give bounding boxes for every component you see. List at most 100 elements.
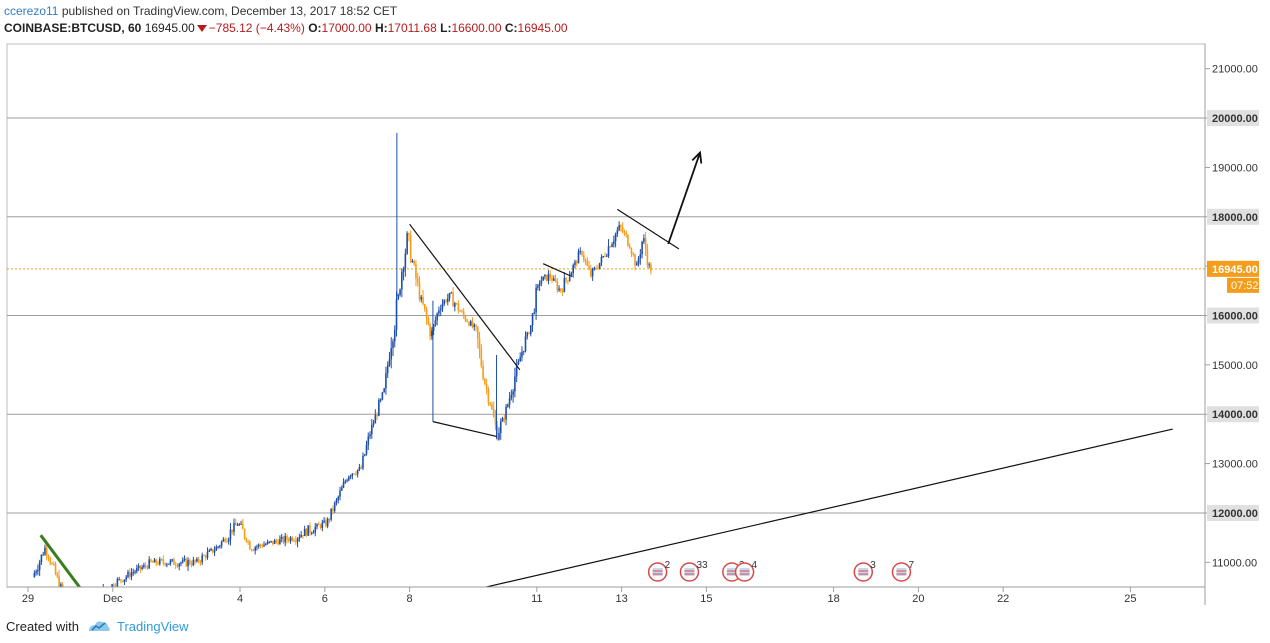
level-label-box [1207, 406, 1259, 423]
candle-up [531, 313, 534, 326]
candle-up [537, 285, 539, 288]
candle-down [634, 254, 636, 266]
candle-up [33, 573, 36, 578]
y-tick-label: 12000.00 [1212, 508, 1258, 520]
candle-up [254, 547, 256, 551]
candle-up [602, 256, 605, 258]
candle-down [52, 563, 55, 565]
candle-down [554, 278, 557, 282]
candle-down [476, 326, 479, 339]
candle-down [464, 315, 467, 321]
candle-down [471, 321, 474, 327]
candle-down [247, 541, 249, 543]
candle-up [438, 310, 440, 314]
candle-up [83, 598, 85, 599]
candle-down [423, 304, 426, 310]
candle-up [210, 548, 212, 551]
candle-up [639, 254, 642, 259]
countdown-box [1227, 277, 1259, 293]
candle-down [87, 593, 89, 599]
flag-field [684, 568, 695, 576]
horizontal-levels [7, 117, 1205, 514]
candle-down [113, 584, 115, 587]
trend-line [409, 223, 521, 371]
candle-up [148, 559, 150, 569]
candle-up [618, 225, 620, 231]
candle-down [561, 291, 564, 293]
tradingview-brand[interactable]: TradingView [116, 618, 189, 634]
candle-down [51, 563, 53, 565]
candle-up [607, 246, 610, 256]
arrow-shaft [667, 152, 701, 245]
candle-down [319, 524, 322, 528]
candle-up [78, 593, 80, 598]
candle-up [411, 260, 414, 262]
candle-up [310, 532, 313, 534]
level-label-box [1207, 504, 1259, 521]
candle-down [45, 547, 48, 556]
candle-up [222, 538, 225, 542]
candle-down [627, 234, 629, 246]
candle-down [277, 541, 279, 545]
candle-up [641, 241, 643, 255]
candle-up [284, 535, 287, 543]
candle-up [436, 313, 438, 321]
candle-down [468, 321, 470, 326]
candle-down [245, 538, 248, 542]
candle-up [106, 589, 108, 590]
candle-up [420, 297, 423, 300]
candle-up [570, 272, 573, 278]
candle-down [71, 590, 73, 594]
symbol-label[interactable]: COINBASE:BTCUSD, 60 [4, 21, 142, 35]
candle-up [547, 273, 550, 281]
candle-down [286, 535, 288, 540]
event-count: 33 [696, 560, 708, 571]
candle-down [429, 324, 431, 337]
candle-down [581, 250, 583, 255]
candle-down [250, 549, 253, 551]
candle-up [280, 536, 283, 539]
candle-up [37, 570, 39, 572]
candle-up [552, 278, 555, 281]
footer: Created with TradingView [6, 614, 189, 638]
y-tick-label: 20000.00 [1212, 113, 1258, 125]
candle-up [508, 397, 511, 405]
y-tick-label: 21000.00 [1212, 64, 1258, 76]
candle-down [621, 227, 624, 232]
trend-line [483, 428, 1173, 587]
trend-line [432, 421, 497, 438]
price-chart[interactable]: 2333437 11000.0012000.0013000.0014000.00… [0, 0, 1270, 612]
candle-up [473, 324, 476, 327]
candle-up [519, 357, 521, 362]
candle-up [526, 332, 529, 337]
current-price-box [1207, 260, 1259, 277]
candle-up [303, 528, 306, 537]
candle-down [160, 559, 163, 561]
y-tick-label: 11000.00 [1212, 557, 1257, 569]
y-tick-label: 13000.00 [1212, 459, 1258, 471]
candle-down [275, 540, 278, 542]
candle-up [454, 303, 456, 307]
candle-up [392, 341, 394, 349]
candle-up [227, 539, 230, 542]
y-axis[interactable]: 11000.00 12000.00 13000.00 14000.00 15000.00… [1205, 64, 1259, 570]
x-tick-label: 4 [237, 593, 243, 605]
publish-line: ccerezo11 published on TradingView.com, … [4, 3, 1204, 20]
candle-down [452, 292, 454, 307]
author-link[interactable]: ccerezo11 [4, 4, 59, 18]
candle-down [226, 541, 228, 543]
candle-down [242, 523, 244, 530]
x-axis[interactable]: 29 Dec 4 6 8 11 13 15 18 20 22 25 [22, 587, 1137, 605]
candle-up [257, 544, 260, 547]
candle-up [143, 565, 145, 568]
flag-field [726, 568, 737, 576]
candle-down [588, 265, 590, 270]
candle-down [204, 555, 207, 558]
candle-down [584, 259, 587, 262]
candle-up [132, 571, 135, 573]
candle-down [309, 525, 311, 533]
candle-down [76, 597, 78, 598]
candle-up [298, 537, 301, 539]
x-tick-label: 13 [615, 593, 627, 605]
candle-down [355, 473, 357, 475]
